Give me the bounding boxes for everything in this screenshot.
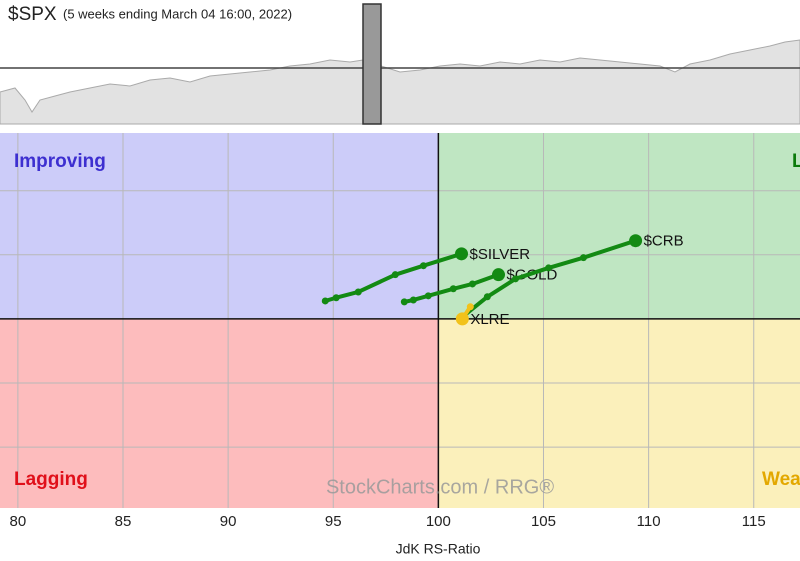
series-label: $SILVER (469, 246, 530, 263)
head-marker (629, 234, 643, 248)
quadrant (438, 318, 800, 508)
x-tick-label: 80 (10, 513, 27, 530)
series-label: $CRB (644, 233, 684, 250)
head-marker (454, 247, 468, 261)
quadrant-label: Leading (792, 151, 800, 172)
quadrant-label: Lagging (14, 469, 88, 490)
period-band (362, 3, 382, 125)
tail-marker (468, 280, 476, 288)
tail-marker (449, 285, 457, 293)
x-axis-label: JdK RS-Ratio (396, 541, 481, 557)
tail-marker (512, 275, 520, 283)
tail-marker (332, 294, 340, 302)
x-tick-label: 85 (115, 513, 132, 530)
quadrant-label: Weakening (762, 469, 800, 490)
x-tick-label: 95 (325, 513, 342, 530)
series-label: XLRE (470, 311, 509, 328)
axes: 80 85 90 95 100 105 110 115 (10, 513, 766, 530)
x-tick-label: 90 (220, 513, 237, 530)
tail-marker (419, 262, 427, 270)
tail-marker (483, 293, 491, 301)
mini-area (0, 39, 800, 125)
x-tick-label: 115 (742, 513, 766, 530)
x-tick-label: 100 (426, 513, 451, 530)
head-marker (492, 268, 506, 282)
tail-marker (321, 297, 329, 305)
head-marker (455, 312, 469, 326)
chart-title: $SPX (8, 4, 57, 25)
tail-marker (354, 288, 362, 296)
tail-line (460, 238, 638, 319)
x-tick-label: 110 (637, 513, 661, 530)
x-tick-label: 105 (531, 513, 556, 530)
chart-subtitle: (5 weeks ending March 04 16:00, 2022) (63, 6, 292, 21)
quadrant (438, 133, 800, 319)
tail-marker (466, 303, 474, 311)
tail-marker (424, 292, 432, 300)
tail-marker (409, 296, 417, 304)
mini-chart: $SPX (5 weeks ending March 04 16:00, 202… (0, 3, 800, 125)
tail-marker (400, 298, 408, 306)
watermark: StockCharts.com / RRG® (326, 476, 554, 498)
quadrant (0, 318, 439, 508)
tail-marker (579, 254, 587, 262)
tail-marker (545, 264, 553, 272)
quadrant-label: Improving (14, 151, 106, 172)
tail-marker (391, 271, 399, 279)
plot-area: Improving Leading Lagging Weakening StockCha… (0, 133, 800, 508)
